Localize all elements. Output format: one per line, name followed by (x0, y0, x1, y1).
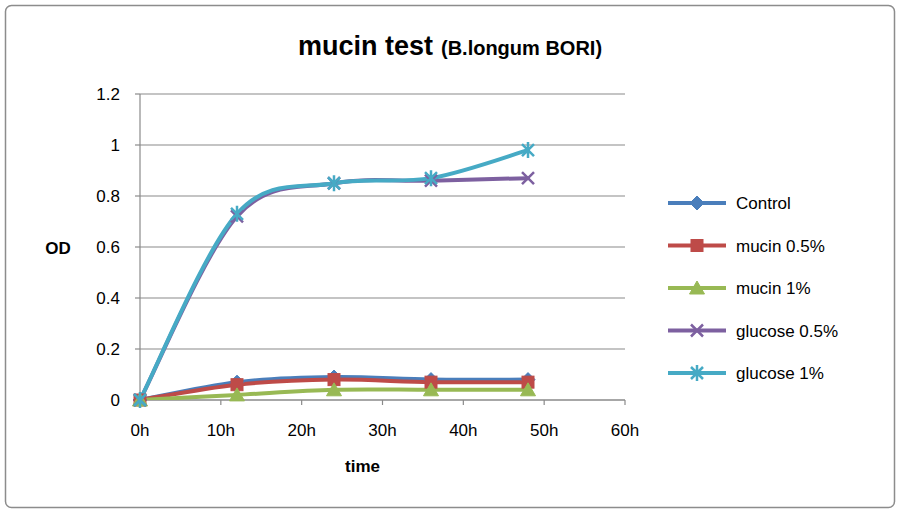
x-axis-label: time (345, 457, 380, 476)
title: mucin test (B.longum BORI) (298, 31, 602, 61)
x-tick-label: 10h (207, 421, 235, 440)
series-line (140, 380, 528, 400)
y-tick-label: 0.4 (96, 289, 120, 308)
legend-marker (690, 281, 705, 294)
x-tick-label: 50h (530, 421, 558, 440)
y-tick-label: 0 (111, 391, 120, 410)
chart: mucin test (B.longum BORI) 0 0.2 0.4 0.6 0.8 1 1… (0, 0, 908, 515)
y-tick (135, 297, 140, 298)
grid-line (140, 348, 625, 349)
x-tick (463, 400, 464, 405)
y-tick-label: 1 (111, 136, 120, 155)
marker (424, 383, 439, 396)
legend: Control mucin 0.5% mucin 1% glucose 0.5% glu… (668, 194, 838, 383)
y-axis-label: OD (45, 239, 71, 258)
x-tick-label: 0h (131, 421, 150, 440)
marker (327, 383, 342, 396)
y-tick (135, 93, 140, 94)
y-tick (135, 348, 140, 349)
y-tick-label: 0.2 (96, 340, 120, 359)
series-line (140, 178, 528, 400)
legend-marker (691, 365, 703, 381)
legend-marker (691, 240, 703, 252)
marker (522, 142, 534, 158)
marker (231, 206, 243, 222)
subtitle: (B.longum BORI) (441, 37, 602, 59)
x-tick-label: 20h (287, 421, 315, 440)
marker (425, 170, 437, 186)
y-tick (135, 246, 140, 247)
x-tick (544, 400, 545, 405)
grid-line (140, 195, 625, 196)
y-tick-label: 0.8 (96, 187, 120, 206)
marker (230, 388, 245, 401)
legend-label: glucose 1% (736, 364, 824, 383)
chart-frame (6, 6, 895, 508)
marker (522, 172, 534, 184)
title-main: mucin test (298, 31, 433, 61)
x-tick (220, 400, 221, 405)
legend-label: Control (736, 194, 791, 213)
x-tick-label: 60h (611, 421, 639, 440)
marker (521, 383, 536, 396)
marker (133, 393, 147, 407)
legend-label: mucin 0.5% (736, 237, 825, 256)
y-tick-label: 1.2 (96, 85, 120, 104)
lines (140, 150, 528, 400)
legend-marker (690, 196, 704, 210)
grid-line (140, 144, 625, 145)
x-tick (382, 400, 383, 405)
marker (134, 392, 146, 408)
x-tick (301, 400, 302, 405)
grid-line (140, 93, 625, 94)
marker (328, 175, 340, 191)
x-tick-label: 40h (449, 421, 477, 440)
legend-label: mucin 1% (736, 279, 811, 298)
series-line (140, 150, 528, 400)
grid-line (140, 297, 625, 298)
y-tick (135, 195, 140, 196)
y-tick-label: 0.6 (96, 238, 120, 257)
y-tick (135, 144, 140, 145)
legend-label: glucose 0.5% (736, 322, 838, 341)
markers (133, 142, 536, 408)
y-axis (139, 94, 140, 400)
legend-marker (691, 325, 703, 337)
x-tick (624, 400, 625, 405)
x-tick-label: 30h (368, 421, 396, 440)
